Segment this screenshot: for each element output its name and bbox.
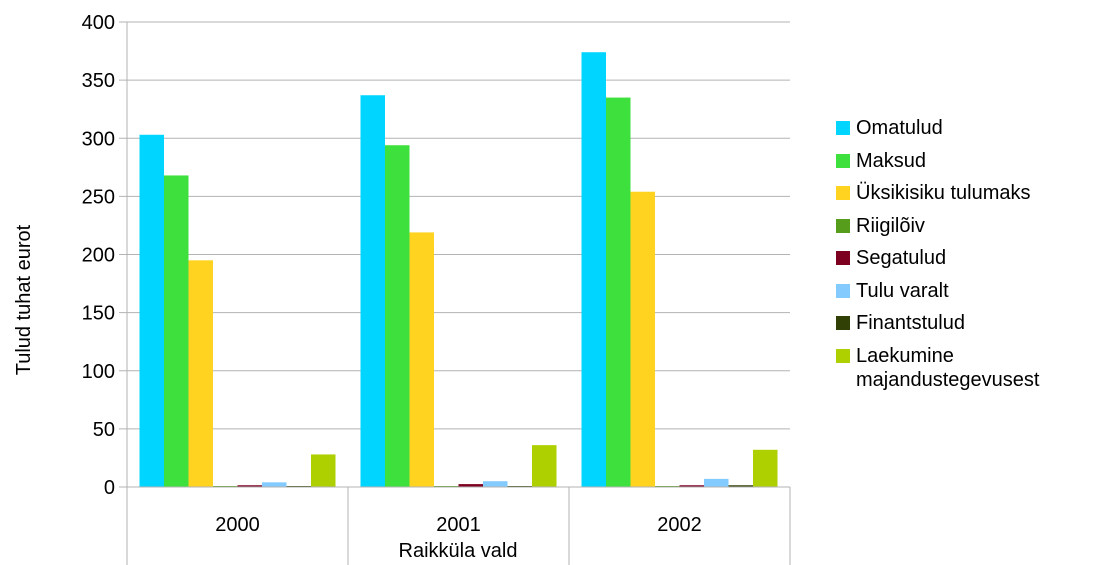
legend: Omatulud Maksud Üksikisiku tulumaks Riig… <box>836 112 1111 400</box>
bar <box>237 485 262 487</box>
legend-swatch <box>836 348 850 363</box>
legend-label: Omatulud <box>856 117 943 139</box>
legend-swatch <box>836 186 850 200</box>
y-axis-label: Tulud tuhat eurot <box>13 224 35 375</box>
bar <box>164 175 189 487</box>
bar <box>704 478 729 487</box>
x-tick-label: 2001 <box>436 514 481 536</box>
y-tick-label: 50 <box>93 419 115 441</box>
bar <box>262 482 287 487</box>
legend-swatch <box>836 218 850 233</box>
legend-swatch <box>836 153 850 168</box>
bar <box>139 134 164 487</box>
bar <box>483 481 508 487</box>
y-tick-label: 300 <box>82 128 115 150</box>
legend-label: Segatulud <box>856 247 947 269</box>
y-tick-label: 200 <box>82 245 115 267</box>
legend-item: Maksud <box>836 145 1111 178</box>
x-tick-labels: 2000 2001 2002 <box>215 514 702 536</box>
legend-label: Maksud <box>856 149 927 172</box>
y-tick-label: 0 <box>104 477 115 499</box>
legend-swatch <box>836 251 850 265</box>
bar-group <box>139 52 778 488</box>
x-axis-label: Raikküla vald <box>399 540 518 562</box>
gridlines <box>127 21 790 488</box>
legend-label: Finantstulud <box>856 312 965 334</box>
bar <box>188 260 213 487</box>
legend-label: Üksikisiku tulumaks <box>856 182 1031 204</box>
y-tick-label: 250 <box>82 186 115 208</box>
bar <box>458 484 483 487</box>
y-tick-label: 400 <box>82 12 115 34</box>
y-tick-label: 100 <box>82 361 115 383</box>
legend-label: Laekumine majandustegevusest <box>856 344 1040 391</box>
legend-swatch <box>836 121 850 135</box>
bar <box>728 485 753 487</box>
axes <box>119 21 791 565</box>
legend-item: Segatulud <box>836 242 1111 275</box>
y-tick-label: 150 <box>82 303 115 325</box>
bar <box>753 449 778 487</box>
legend-item: Riigilõiv <box>836 210 1111 243</box>
legend-swatch <box>836 316 850 330</box>
legend-label: Tulu varalt <box>856 279 949 302</box>
legend-label: Riigilõiv <box>856 214 925 237</box>
bar <box>311 454 336 487</box>
y-tick-labels: 0 50 100 150 200 250 300 350 400 <box>82 12 115 499</box>
y-tick-label: 350 <box>82 70 115 92</box>
bar <box>532 445 557 487</box>
bar <box>630 191 655 487</box>
legend-item: Finantstulud <box>836 307 1111 340</box>
bar <box>679 485 704 487</box>
x-tick-label: 2000 <box>215 514 260 536</box>
legend-item: Omatulud <box>836 112 1111 145</box>
legend-item: Üksikisiku tulumaks <box>836 177 1111 210</box>
x-tick-label: 2002 <box>657 514 702 536</box>
bar <box>385 145 410 487</box>
bar <box>581 52 606 487</box>
bar <box>360 95 385 488</box>
legend-item: Laekumine majandustegevusest <box>836 340 1111 400</box>
legend-swatch <box>836 283 850 298</box>
legend-item: Tulu varalt <box>836 275 1111 308</box>
bar <box>409 232 434 487</box>
bar <box>606 97 631 487</box>
